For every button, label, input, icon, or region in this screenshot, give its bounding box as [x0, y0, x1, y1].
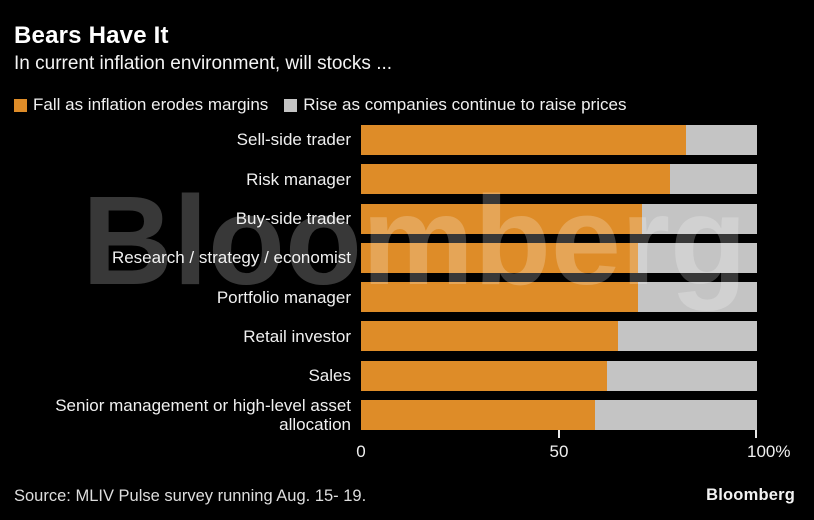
bar-track — [361, 203, 757, 234]
chart-title: Bears Have It — [14, 22, 169, 49]
category-label: Research / strategy / economist — [111, 248, 351, 268]
chart-row: Sales — [0, 360, 757, 391]
bar-segment-fall — [361, 400, 595, 431]
category-label: Buy-side trader — [235, 209, 351, 229]
bar-segment-fall — [361, 282, 639, 313]
bar-segment-rise — [685, 125, 757, 155]
bar-segment-rise — [606, 360, 757, 391]
bar-track — [361, 125, 757, 155]
bar-segment-fall — [361, 360, 607, 391]
legend-item-rise: Rise as companies continue to raise pric… — [284, 95, 626, 115]
chart-row: Buy-side trader — [0, 203, 757, 234]
axis-tick-50 — [558, 430, 560, 438]
bar-segment-fall — [361, 203, 643, 234]
bar-track — [361, 400, 757, 431]
bar-segment-fall — [361, 242, 639, 273]
category-label: Sell-side trader — [236, 130, 351, 150]
legend-swatch-fall-icon — [14, 98, 27, 112]
chart-row: Retail investor — [0, 321, 757, 352]
bar-segment-rise — [594, 400, 757, 431]
bar-segment-fall — [361, 321, 619, 352]
bar-track — [361, 282, 757, 313]
legend-label-rise: Rise as companies continue to raise pric… — [303, 95, 627, 114]
legend-item-fall: Fall as inflation erodes margins — [14, 95, 268, 115]
bar-segment-rise — [642, 203, 757, 234]
chart-row: Sell-side trader — [0, 125, 757, 155]
axis-tick-label-0: 0 — [356, 442, 366, 461]
bar-segment-rise — [638, 242, 757, 273]
bar-segment-rise — [638, 282, 757, 313]
bar-segment-fall — [361, 164, 670, 195]
category-label: Sales — [308, 366, 351, 386]
legend-label-fall: Fall as inflation erodes margins — [33, 95, 269, 114]
legend: Fall as inflation erodes margins Rise as… — [14, 95, 626, 115]
chart-row: Research / strategy / economist — [0, 242, 757, 273]
bar-track — [361, 360, 757, 391]
axis-tick-label-50: 50 — [549, 442, 569, 461]
x-axis: 0 50 100% — [0, 430, 814, 470]
bar-track — [361, 164, 757, 195]
category-label: Retail investor — [243, 326, 351, 346]
chart-row: Portfolio manager — [0, 282, 757, 313]
axis-tick-label-100: 100% — [747, 442, 791, 461]
bar-track — [361, 242, 757, 273]
bar-track — [361, 321, 757, 352]
bar-chart: Sell-side trader Risk manager Buy-side t… — [0, 125, 757, 434]
category-label: Senior management or high-level asset al… — [55, 396, 351, 435]
bloomberg-logo: Bloomberg — [706, 486, 795, 504]
bar-segment-fall — [361, 125, 686, 155]
chart-subtitle: In current inflation environment, will s… — [14, 53, 393, 74]
category-label: Portfolio manager — [216, 287, 351, 307]
category-label: Risk manager — [246, 169, 351, 189]
source-note: Source: MLIV Pulse survey running Aug. 1… — [14, 487, 367, 505]
axis-tick-100 — [755, 430, 757, 438]
bar-segment-rise — [669, 164, 757, 195]
legend-swatch-rise-icon — [284, 98, 298, 112]
chart-row: Senior management or high-level asset al… — [0, 396, 757, 434]
bar-segment-rise — [618, 321, 757, 352]
chart-row: Risk manager — [0, 164, 757, 195]
